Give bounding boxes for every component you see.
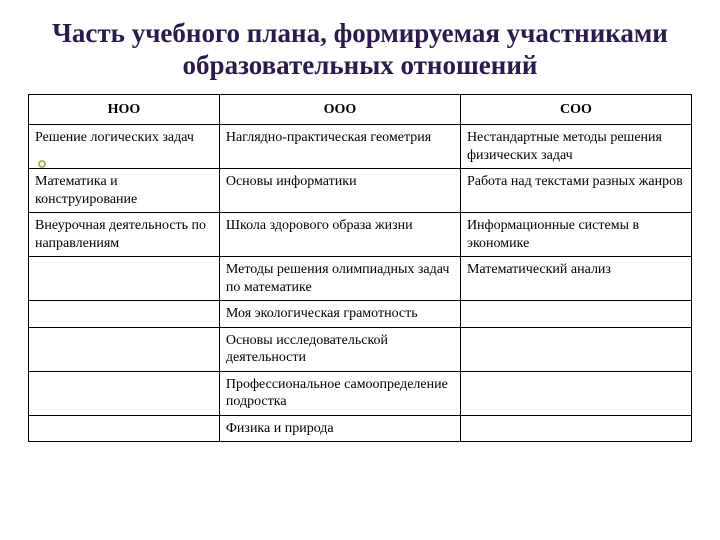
page-title: Часть учебного плана, формируемая участн… <box>28 18 692 82</box>
table-row: Физика и природа <box>29 415 692 442</box>
cell: Решение логических задач <box>29 125 220 169</box>
cell: Основы информатики <box>219 169 460 213</box>
cell <box>29 301 220 328</box>
cell <box>29 371 220 415</box>
cell <box>29 257 220 301</box>
cell <box>460 327 691 371</box>
table-row: Профессиональное самоопределение подрост… <box>29 371 692 415</box>
curriculum-table: НОО ООО СОО Решение логических задач Наг… <box>28 94 692 443</box>
cell: Нестандартные методы решения физических … <box>460 125 691 169</box>
col-header-noo: НОО <box>29 94 220 125</box>
cell <box>29 415 220 442</box>
col-header-ooo: ООО <box>219 94 460 125</box>
cell: Физика и природа <box>219 415 460 442</box>
table-row: Внеурочная деятельность по направлениям … <box>29 213 692 257</box>
table-row: Основы исследовательской деятельности <box>29 327 692 371</box>
cell: Методы решения олимпиадных задач по мате… <box>219 257 460 301</box>
cell: Математический анализ <box>460 257 691 301</box>
cell: Внеурочная деятельность по направлениям <box>29 213 220 257</box>
cell <box>460 415 691 442</box>
cell <box>460 301 691 328</box>
table-row: Математика и конструирование Основы инфо… <box>29 169 692 213</box>
cell: Наглядно-практическая геометрия <box>219 125 460 169</box>
slide-page: Часть учебного плана, формируемая участн… <box>0 0 720 452</box>
bullet-icon <box>38 160 46 168</box>
cell <box>460 371 691 415</box>
cell: Основы исследовательской деятельности <box>219 327 460 371</box>
cell: Работа над текстами разных жанров <box>460 169 691 213</box>
col-header-soo: СОО <box>460 94 691 125</box>
cell: Моя экологическая грамотность <box>219 301 460 328</box>
table-row: Моя экологическая грамотность <box>29 301 692 328</box>
table-header-row: НОО ООО СОО <box>29 94 692 125</box>
cell: Школа здорового образа жизни <box>219 213 460 257</box>
cell: Математика и конструирование <box>29 169 220 213</box>
cell: Информационные системы в экономике <box>460 213 691 257</box>
cell: Профессиональное самоопределение подрост… <box>219 371 460 415</box>
table-row: Методы решения олимпиадных задач по мате… <box>29 257 692 301</box>
cell <box>29 327 220 371</box>
table-row: Решение логических задач Наглядно-практи… <box>29 125 692 169</box>
